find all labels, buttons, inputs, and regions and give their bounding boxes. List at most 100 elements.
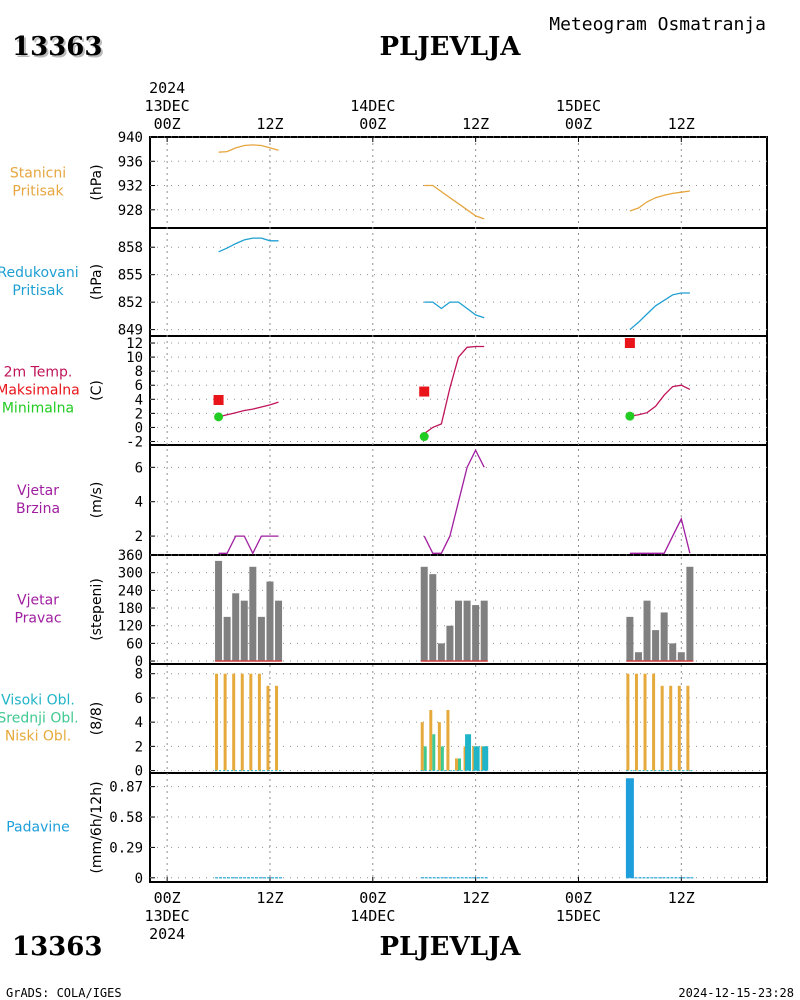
plot-layer [213,144,694,879]
time-label-day-bottom: 13DEC [145,907,190,925]
temperature-ytick-label: -2 [126,434,143,450]
wind-direction-ytick-label: 300 [118,566,143,582]
time-label-hour-top: 00Z [359,115,386,133]
station-id-top: 13363 [12,32,102,62]
reduced-pressure-ytick-label: 849 [118,323,143,339]
clouds-ytick-label: 0 [135,764,143,780]
time-label-hour-top: 00Z [154,115,181,133]
max-temp-marker [624,338,635,349]
wind-direction-ytick-label: 240 [118,583,143,599]
low-cloud-bar [429,710,433,771]
precipitation-unit-label: (mm/6h/12h) [89,781,105,873]
low-cloud-bar [446,710,450,771]
wind-direction-label: Pravac [14,611,61,627]
station-pressure-ytick-label: 932 [118,179,143,195]
time-label-hour-bottom: 00Z [359,889,386,907]
temperature-label: 2m Temp. [4,365,73,381]
wind-direction-unit-label: (stepeni) [89,578,105,641]
wind-direction-ytick-label: 180 [118,601,143,617]
mid-cloud-bar [423,746,427,771]
temperature-ytick-label: 10 [126,350,143,366]
station-pressure-ytick-label: 936 [118,154,143,170]
precip-bar [625,778,634,878]
wind-speed-label: Brzina [16,501,60,517]
station-name-top: PLJEVLJA [380,32,522,62]
reduced-pressure-line [424,301,485,319]
time-label-day-top: 14DEC [350,97,395,115]
mid-cloud-bar [440,746,444,771]
time-label-hour-bottom: 00Z [154,889,181,907]
wind-direction-bar [686,566,694,662]
low-cloud-bar [249,673,253,771]
low-cloud-bar [437,722,441,771]
low-cloud-bar [257,673,261,771]
min-temp-marker [419,432,429,442]
time-label-hour-bottom: 12Z [668,889,695,907]
station-pressure-line [424,184,485,220]
time-label-day-bottom: 15DEC [556,907,601,925]
wind-direction-bar [660,612,668,662]
wind-direction-bar [240,600,248,662]
precipitation-ytick-label: 0.58 [109,810,143,826]
clouds-label: Niski Obl. [5,729,71,745]
low-cloud-bar [626,673,630,771]
wind-direction-bar [677,652,685,662]
wind-direction-bar [669,643,677,662]
clouds-unit-label: (8/8) [89,702,105,735]
high-cloud-bar [465,734,472,771]
product-title: Meteogram Osmatranja [549,14,766,35]
reduced-pressure-line [218,237,279,253]
time-label-hour-bottom: 00Z [565,889,592,907]
temperature-label: Minimalna [2,401,74,417]
low-cloud-bar [240,673,244,771]
station-pressure-ytick-label: 928 [118,203,143,219]
wind-speed-line [423,448,485,554]
clouds-label: Visoki Obl. [1,693,75,709]
station-pressure-label: Pritisak [12,184,64,200]
wind-direction-bar [223,616,231,662]
station-pressure-unit-label: (hPa) [89,164,105,200]
precipitation-ytick-label: 0.29 [109,840,143,856]
wind-direction-bar [472,605,480,662]
panel-frame [149,227,768,337]
high-cloud-bar [473,746,480,771]
temperature-line [423,345,485,435]
time-label-hour-top: 00Z [565,115,592,133]
temperature-ytick-label: 12 [126,336,143,352]
time-label-hour-top: 12Z [256,115,283,133]
wind-speed-label: Vjetar [17,483,59,499]
low-cloud-bar [669,685,673,771]
low-cloud-bar [266,685,270,771]
low-cloud-bar [275,685,279,771]
wind-speed-line [218,535,279,555]
wind-direction-bar [257,616,265,662]
min-temp-marker [214,412,224,422]
max-temp-marker [419,386,430,397]
temperature-ytick-label: 8 [135,364,143,380]
footer-credit: GrADS: COLA/IGES [6,986,122,1000]
station-id-bottom: 13363 [12,932,102,962]
low-cloud-bar [215,673,219,771]
panel-frame [149,772,768,883]
max-temp-marker [213,394,224,405]
clouds-label: Srednji Obl. [0,711,79,727]
reduced-pressure-ytick-label: 855 [118,268,143,284]
wind-direction-bar [249,566,257,662]
wind-direction-ytick-label: 120 [118,619,143,635]
time-label-hour-bottom: 12Z [462,889,489,907]
wind-direction-bar [626,616,634,662]
station-pressure-line [218,144,279,153]
wind-direction-bar [643,600,651,662]
wind-direction-bar [480,600,488,662]
time-label-hour-top: 12Z [668,115,695,133]
wind-direction-bar [215,560,223,662]
clouds-ytick-label: 6 [135,691,143,707]
high-cloud-bar [482,746,489,771]
station-name-bottom: PLJEVLJA [380,932,522,962]
reduced-pressure-label: Pritisak [12,283,64,299]
wind-direction-ytick-label: 60 [126,636,143,652]
wind-speed-ytick-label: 4 [135,495,143,511]
reduced-pressure-ytick-label: 852 [118,295,143,311]
low-cloud-bar [223,673,227,771]
